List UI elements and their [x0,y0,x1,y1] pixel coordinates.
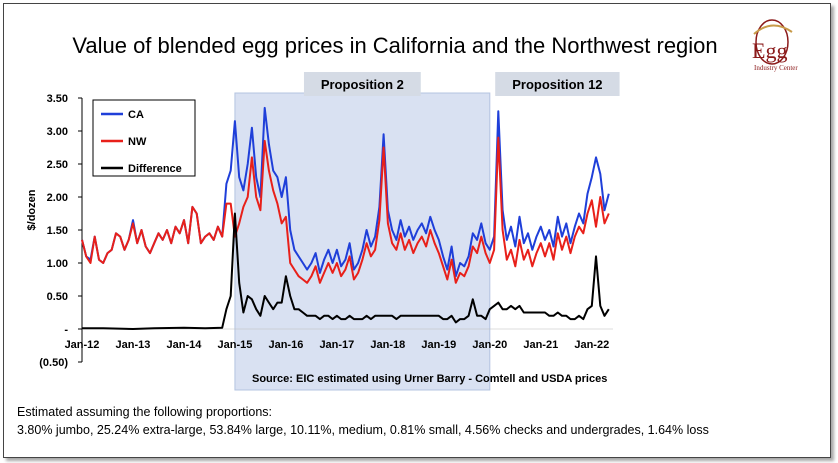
x-tick-label: Jan-18 [370,339,405,351]
annotation-label-1: Proposition 12 [512,77,602,92]
annotation-label-box-0 [303,72,421,96]
series-line-nw [81,136,610,284]
y-tick-label: 0.50 [47,291,68,303]
x-tick-label: Jan-22 [574,339,609,351]
x-tick-label: Jan-13 [116,339,151,351]
logo-text: Egg [752,38,788,63]
logo-subtext: Industry Center [754,64,798,72]
annotation-band-0 [234,92,491,391]
proportions-note-heading: Estimated assuming the following proport… [17,405,272,419]
y-tick-label: 3.50 [47,93,68,105]
x-tick-label: Jan-16 [268,339,303,351]
x-tick-label: Jan-14 [167,339,203,351]
x-tick-label: Jan-15 [217,339,252,351]
x-tick-label: Jan-19 [421,339,456,351]
y-tick-label: (0.50) [39,357,68,369]
legend-label: Difference [128,163,182,175]
legend-label: NW [128,136,147,148]
annotation-label-0: Proposition 2 [321,77,404,92]
egg-industry-center-logo: Egg Industry Center [740,12,810,82]
x-tick-label: Jan-21 [523,339,558,351]
legend-box [92,99,196,177]
y-axis-label: $/dozen [26,189,38,230]
x-tick-label: Jan-20 [472,339,507,351]
y-tick-label: 1.00 [47,258,68,270]
y-tick-label: - [64,324,68,336]
x-tick-label: Jan-12 [65,339,100,351]
annotation-label-box-1 [495,72,620,96]
y-tick-label: 1.50 [47,225,68,237]
chart-title: Value of blended egg prices in Californi… [72,33,718,58]
egg-logo-icon [753,19,793,65]
source-note: Source: EIC estimated using Urner Barry … [252,373,608,385]
x-tick-label: Jan-17 [319,339,354,351]
proportions-note-detail: 3.80% jumbo, 25.24% extra-large, 53.84% … [17,423,709,437]
y-tick-label: 2.50 [47,159,68,171]
legend-label: CA [128,109,144,121]
series-line-difference [82,212,610,330]
y-tick-label: 3.00 [47,126,68,138]
y-tick-label: 2.00 [47,192,68,204]
